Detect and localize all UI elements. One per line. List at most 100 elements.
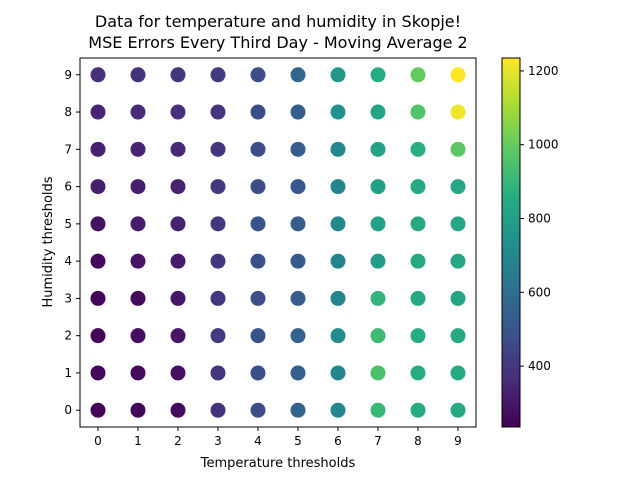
data-point (90, 216, 106, 232)
colorbar-tick-label: 1200 (528, 64, 559, 78)
data-point (210, 104, 226, 120)
data-point (90, 141, 106, 157)
data-point (170, 67, 186, 83)
x-tick-label: 5 (294, 434, 302, 448)
data-point (410, 104, 426, 120)
data-point (170, 365, 186, 381)
plot-area-frame (79, 57, 477, 428)
colorbar-ticks: 400 600 800 1000 1200 (520, 64, 559, 373)
data-point (90, 365, 106, 381)
data-point (290, 141, 306, 157)
x-tick-label: 4 (254, 434, 262, 448)
data-point (450, 253, 466, 269)
data-point (330, 216, 346, 232)
colorbar-tick-label: 800 (528, 212, 551, 226)
y-tick-label: 8 (64, 105, 72, 119)
colorbar-frame (501, 57, 521, 428)
data-point (90, 67, 106, 83)
data-point (210, 365, 226, 381)
data-point (450, 290, 466, 306)
data-point (170, 216, 186, 232)
data-point (450, 141, 466, 157)
data-point (410, 402, 426, 418)
data-point (370, 253, 386, 269)
data-point (130, 67, 146, 83)
data-point (450, 67, 466, 83)
y-axis-label: Humidity thresholds (41, 176, 56, 307)
data-point (170, 328, 186, 344)
data-point (410, 141, 426, 157)
data-point (130, 104, 146, 120)
data-point (210, 328, 226, 344)
data-point (90, 328, 106, 344)
data-point (90, 253, 106, 269)
y-tick-label: 7 (64, 142, 72, 156)
chart-title-line-1: Data for temperature and humidity in Sko… (94, 12, 462, 31)
data-point (250, 67, 266, 83)
colorbar-tick-label: 400 (528, 359, 551, 373)
data-point (170, 290, 186, 306)
x-tick-label: 3 (214, 434, 222, 448)
data-point (130, 216, 146, 232)
data-point (410, 216, 426, 232)
data-point (210, 253, 226, 269)
x-axis-label: Temperature thresholds (200, 456, 356, 471)
data-point (130, 328, 146, 344)
colorbar-tick-label: 1000 (528, 138, 559, 152)
colorbar (502, 58, 520, 427)
data-point (410, 67, 426, 83)
data-point (250, 290, 266, 306)
data-point (290, 328, 306, 344)
data-point (370, 179, 386, 195)
data-point (290, 253, 306, 269)
data-point (290, 402, 306, 418)
y-tick-label: 1 (64, 366, 72, 380)
data-point (410, 328, 426, 344)
data-point (250, 104, 266, 120)
data-point (90, 290, 106, 306)
colorbar-tick-label: 600 (528, 285, 551, 299)
y-tick-label: 0 (64, 403, 72, 417)
data-point (330, 104, 346, 120)
x-tick-label: 1 (134, 434, 142, 448)
data-point (330, 253, 346, 269)
data-point (210, 67, 226, 83)
x-tick-label: 9 (454, 434, 462, 448)
data-point (210, 141, 226, 157)
x-tick-label: 8 (414, 434, 422, 448)
data-point (330, 141, 346, 157)
data-point (250, 253, 266, 269)
y-axis: 0 1 2 3 4 5 6 7 8 9 (64, 68, 80, 417)
data-point (170, 253, 186, 269)
data-point (170, 402, 186, 418)
data-point (370, 104, 386, 120)
data-point (290, 290, 306, 306)
data-point (170, 104, 186, 120)
data-point (290, 216, 306, 232)
data-point (250, 216, 266, 232)
data-point (370, 328, 386, 344)
data-point (250, 179, 266, 195)
data-point (450, 328, 466, 344)
y-tick-label: 4 (64, 254, 72, 268)
data-point (410, 365, 426, 381)
data-point (450, 216, 466, 232)
data-point (410, 253, 426, 269)
data-point (330, 67, 346, 83)
data-point (450, 179, 466, 195)
data-point (450, 402, 466, 418)
x-tick-label: 2 (174, 434, 182, 448)
data-point (370, 402, 386, 418)
data-point (370, 365, 386, 381)
data-point (250, 365, 266, 381)
data-point (250, 328, 266, 344)
data-point (170, 179, 186, 195)
data-point (210, 216, 226, 232)
x-tick-label: 0 (94, 434, 102, 448)
data-point (170, 141, 186, 157)
data-point (290, 104, 306, 120)
y-tick-label: 9 (64, 68, 72, 82)
data-point (410, 290, 426, 306)
data-point (370, 67, 386, 83)
